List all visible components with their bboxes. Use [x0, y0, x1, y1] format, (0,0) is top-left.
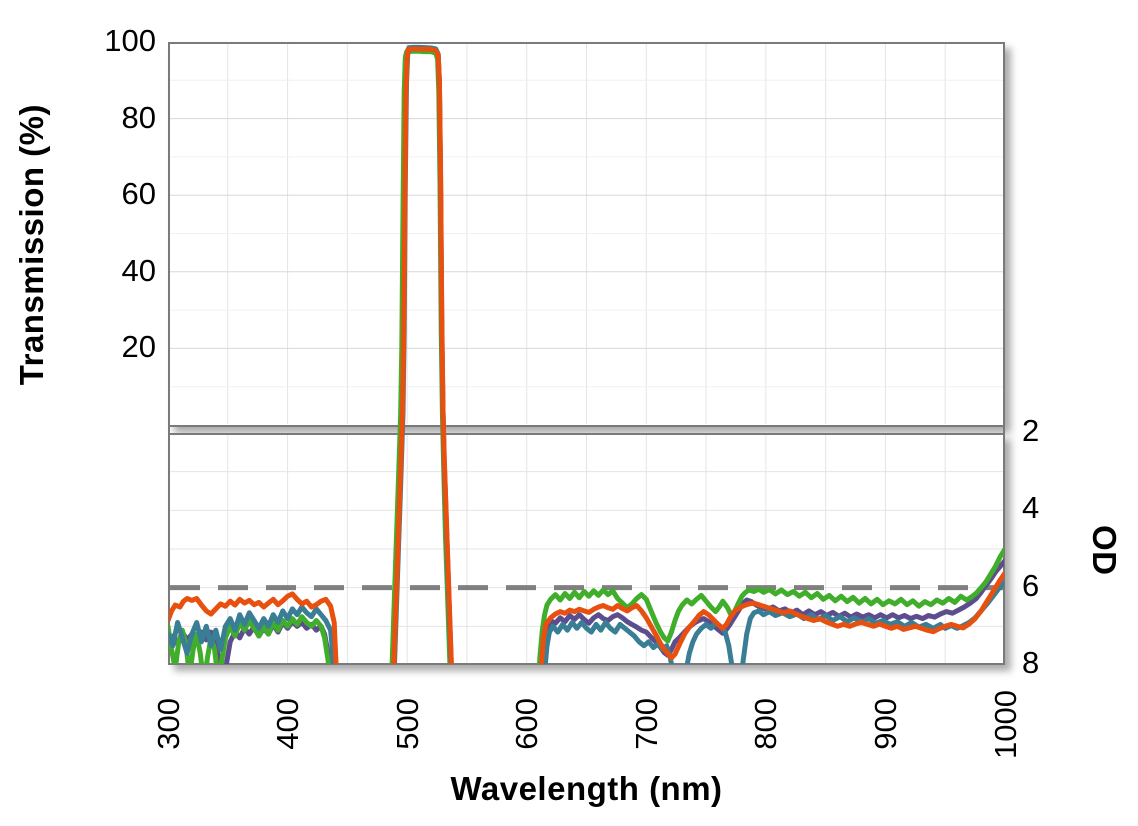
transmission-tick-40: 40 — [121, 252, 156, 288]
od-tick-4: 4 — [1022, 490, 1040, 526]
transmission-panel — [168, 42, 1005, 427]
od-tick-8: 8 — [1022, 645, 1040, 680]
od-axis-title-text: OD — [1086, 524, 1123, 576]
wavelength-tick-400-text: 400 — [270, 698, 306, 750]
transmission-axis-title-text: Transmission (%) — [13, 104, 50, 386]
transmission-tick-80: 80 — [121, 99, 156, 135]
wavelength-tick-800-text: 800 — [748, 698, 784, 750]
od-panel — [168, 433, 1005, 665]
transmission-tick-100: 100 — [104, 23, 156, 58]
transmission-axis-title: Transmission (%) — [8, 20, 56, 470]
wavelength-tick-800: 800 — [748, 672, 784, 776]
wavelength-tick-300: 300 — [150, 672, 186, 776]
transmission-tick-20: 20 — [121, 329, 156, 365]
wavelength-tick-500: 500 — [389, 672, 425, 776]
wavelength-tick-500-text: 500 — [389, 698, 425, 750]
wavelength-axis-title: Wavelength (nm) — [450, 770, 723, 807]
wavelength-tick-900-text: 900 — [867, 698, 903, 750]
od-tick-6: 6 — [1022, 567, 1040, 603]
wavelength-tick-700-text: 700 — [628, 698, 664, 750]
wavelength-tick-600: 600 — [509, 672, 545, 776]
wavelength-tick-1000: 1000 — [987, 672, 1023, 776]
wavelength-tick-900: 900 — [867, 672, 903, 776]
od-tick-2: 2 — [1022, 413, 1040, 448]
wavelength-tick-400: 400 — [270, 672, 306, 776]
wavelength-tick-700: 700 — [628, 672, 664, 776]
transmission-tick-60: 60 — [121, 176, 156, 212]
wavelength-tick-600-text: 600 — [509, 698, 545, 750]
od-axis-title: OD — [1080, 445, 1128, 655]
wavelength-tick-300-text: 300 — [150, 698, 186, 750]
wavelength-tick-1000-text: 1000 — [987, 689, 1023, 759]
